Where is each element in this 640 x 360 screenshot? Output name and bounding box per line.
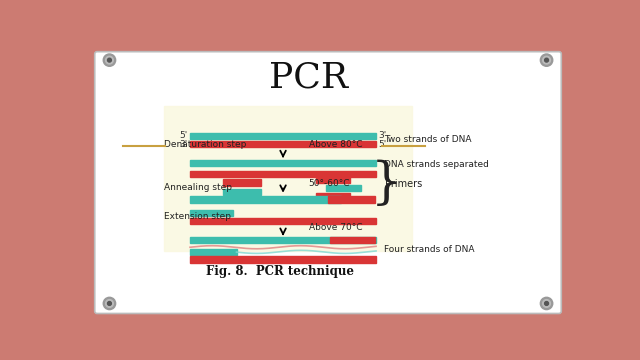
Bar	[330, 237, 374, 243]
Bar	[223, 180, 260, 186]
Text: }: }	[371, 160, 403, 209]
Text: Four strands of DNA: Four strands of DNA	[384, 246, 474, 255]
Bar	[316, 193, 351, 199]
Bar	[190, 249, 237, 255]
Text: Extension step: Extension step	[164, 212, 230, 221]
Bar	[316, 177, 351, 183]
Circle shape	[545, 302, 548, 305]
Bar	[223, 189, 260, 195]
Circle shape	[103, 54, 116, 66]
Circle shape	[545, 58, 548, 62]
Text: 3': 3'	[378, 131, 387, 140]
Circle shape	[108, 302, 111, 305]
Bar	[328, 197, 374, 203]
Circle shape	[540, 297, 553, 310]
Circle shape	[103, 297, 116, 310]
Bar	[190, 218, 376, 224]
Text: DNA strands separated: DNA strands separated	[384, 160, 489, 169]
Circle shape	[543, 56, 550, 64]
Bar	[190, 197, 341, 203]
Text: 50°-60°C: 50°-60°C	[308, 179, 350, 188]
Bar	[164, 106, 412, 251]
Circle shape	[543, 300, 550, 307]
Bar	[190, 160, 376, 166]
Text: 3': 3'	[179, 140, 188, 149]
Text: 5': 5'	[378, 140, 387, 149]
Text: 5': 5'	[179, 131, 188, 140]
Circle shape	[108, 58, 111, 62]
Bar	[190, 132, 376, 139]
Text: Above 80°C: Above 80°C	[308, 140, 362, 149]
Bar	[326, 185, 360, 191]
Text: Two strands of DNA: Two strands of DNA	[384, 135, 471, 144]
Text: Fig. 8.  PCR technique: Fig. 8. PCR technique	[206, 265, 354, 278]
Text: Above 70°C: Above 70°C	[308, 224, 362, 233]
FancyBboxPatch shape	[95, 52, 561, 314]
Bar	[190, 171, 376, 177]
Text: Annealing step: Annealing step	[164, 183, 232, 192]
Text: Primers: Primers	[385, 180, 422, 189]
Text: Denaturation step: Denaturation step	[164, 140, 246, 149]
Bar	[190, 256, 376, 263]
Circle shape	[106, 300, 113, 307]
Bar	[190, 237, 376, 243]
Bar	[190, 141, 376, 147]
Circle shape	[540, 54, 553, 66]
Bar	[190, 210, 233, 216]
Text: PCR: PCR	[269, 61, 348, 95]
Circle shape	[106, 56, 113, 64]
